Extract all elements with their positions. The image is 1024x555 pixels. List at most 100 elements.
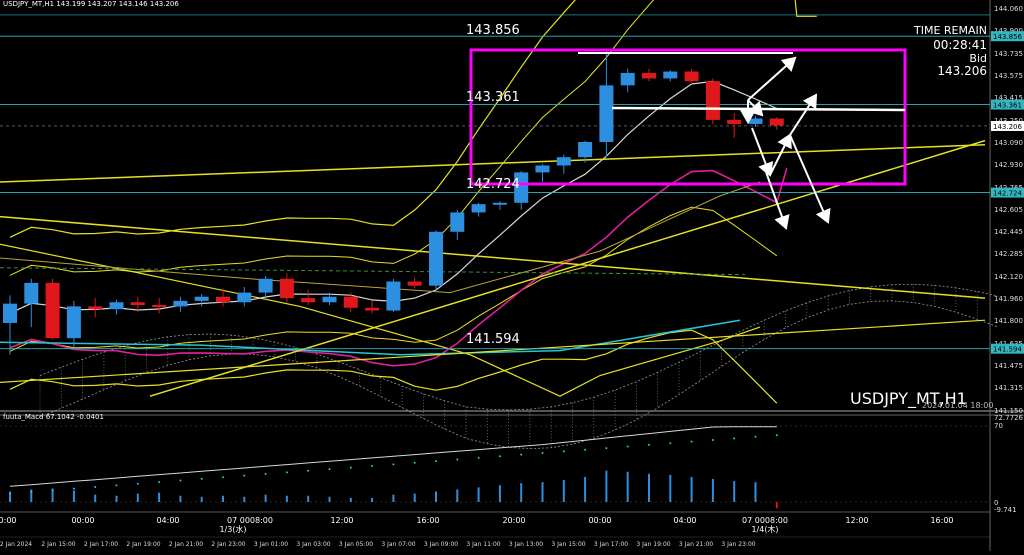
scenario-arrow-6 [789, 93, 818, 136]
level-label-2: 143.361 [466, 90, 520, 105]
candle-body [663, 71, 678, 79]
date-label: 1/4(木) [751, 524, 778, 534]
macd-scale-label: -9.741 [994, 506, 1017, 514]
ichimoku-cloud [39, 283, 999, 450]
datetime-label: 3 Jan 01:00 [254, 541, 288, 548]
datetime-label: 3 Jan 09:00 [424, 541, 458, 548]
price-tag-label: 141.594 [993, 346, 1022, 354]
time-label: 20:00 [0, 516, 17, 525]
signal-dot [435, 460, 437, 463]
candle-body [620, 72, 635, 86]
signal-dot [733, 437, 736, 440]
candle-body [216, 296, 230, 303]
price-axis: 144.060 143.900 143.735 143.575 143.415 143.2… [991, 5, 1024, 415]
signal-dot [328, 468, 331, 471]
band-upper-2 [9, 0, 817, 238]
signal-dot [179, 479, 182, 482]
cloud-span-b [39, 300, 999, 450]
price-tag-bg [991, 343, 1024, 354]
candle-body [3, 303, 17, 323]
time-label: 12:00 [330, 516, 353, 525]
candle-body [24, 282, 39, 304]
ma-olive [0, 181, 761, 294]
signal-dot [626, 445, 629, 448]
candle-body [173, 300, 188, 307]
band-lower-outer [0, 243, 761, 397]
scenario-arrow-4 [751, 127, 774, 177]
signal-dot [9, 492, 11, 495]
price-tag-label: 142.724 [993, 190, 1022, 198]
signal-dot [307, 469, 310, 472]
datetime-label: 2 Jan 17:00 [84, 541, 118, 548]
time-label: 00:00 [588, 516, 611, 525]
candle-body [109, 302, 124, 310]
time-label: 04:00 [156, 516, 179, 525]
signal-dot [200, 477, 203, 480]
candle-body [301, 298, 316, 303]
price-tag-bg [991, 187, 1024, 198]
scenario-arrow-8 [765, 171, 790, 230]
datetime-label: 3 Jan 23:00 [721, 541, 755, 548]
bollinger-bands [0, 0, 817, 404]
datetime-label: 3 Jan 05:00 [339, 541, 373, 548]
price-tick-label: 142.120 [994, 273, 1023, 281]
watermark-datetime: 2024.01.04 18:00 [922, 401, 994, 410]
signal-dot [136, 482, 139, 485]
candle-body [407, 281, 422, 286]
candle-body [727, 119, 742, 125]
signal-dot [243, 474, 246, 477]
band-upper-1 [9, 0, 655, 276]
candle-body [535, 165, 550, 173]
bid-value: 143.206 [937, 64, 987, 78]
price-tick-label: 142.605 [994, 206, 1023, 214]
datetime-label: 3 Jan 21:00 [679, 541, 713, 548]
candle-body [769, 118, 784, 126]
scenario-arrow-1 [747, 56, 797, 101]
trendline-dashed [0, 267, 746, 276]
time-label: 07 0008:00 [742, 516, 788, 525]
candle-body [365, 307, 380, 311]
trendline-base [0, 319, 986, 383]
level-label-3: 142.724 [466, 177, 520, 192]
macd-title: fuuta_Macd 67.1042 -0.0401 [3, 413, 104, 421]
candle-body [556, 157, 571, 166]
candle-body [578, 142, 593, 158]
signal-dot [158, 481, 161, 484]
range-box-rect [469, 48, 907, 186]
signal-dot [690, 440, 693, 443]
horizontal-levels [0, 14, 990, 350]
candle-body [450, 212, 465, 232]
price-tag-label: 143.856 [993, 33, 1022, 41]
candle-body [237, 292, 252, 303]
candle-body [492, 202, 507, 205]
price-tick-label: 143.415 [994, 94, 1023, 102]
signal-dot [584, 448, 587, 451]
candle-body [194, 296, 209, 301]
datetime-label: 3 Jan 15:00 [551, 541, 585, 548]
signal-dot [222, 476, 224, 479]
datetime-label: 2 Jan 23:00 [211, 541, 245, 548]
price-tick-label: 143.900 [994, 27, 1023, 35]
scenario-arrow-7 [789, 134, 831, 224]
datetime-label: 2 Jan 21:00 [169, 541, 203, 548]
signal-dot [30, 490, 33, 493]
datetime-label: 3 Jan 07:00 [381, 541, 415, 548]
candle-body [66, 306, 81, 339]
signal-dot [520, 453, 523, 456]
ma-cyan [0, 319, 741, 356]
datetime-label: 2 Jan 2024 [0, 541, 32, 548]
signal-dot [349, 466, 352, 469]
price-tag-bg [991, 120, 1024, 131]
time-label: 12:00 [845, 516, 868, 525]
band-lower-1 [9, 206, 778, 352]
scenario-arrows [740, 56, 831, 230]
price-tag-bg [991, 99, 1024, 110]
price-tag-label: 143.361 [993, 102, 1022, 110]
ma-pink [9, 167, 788, 367]
price-tick-label: 143.250 [994, 117, 1023, 125]
signal-dot [669, 442, 672, 445]
macd-scale-label: 0 [994, 499, 998, 507]
